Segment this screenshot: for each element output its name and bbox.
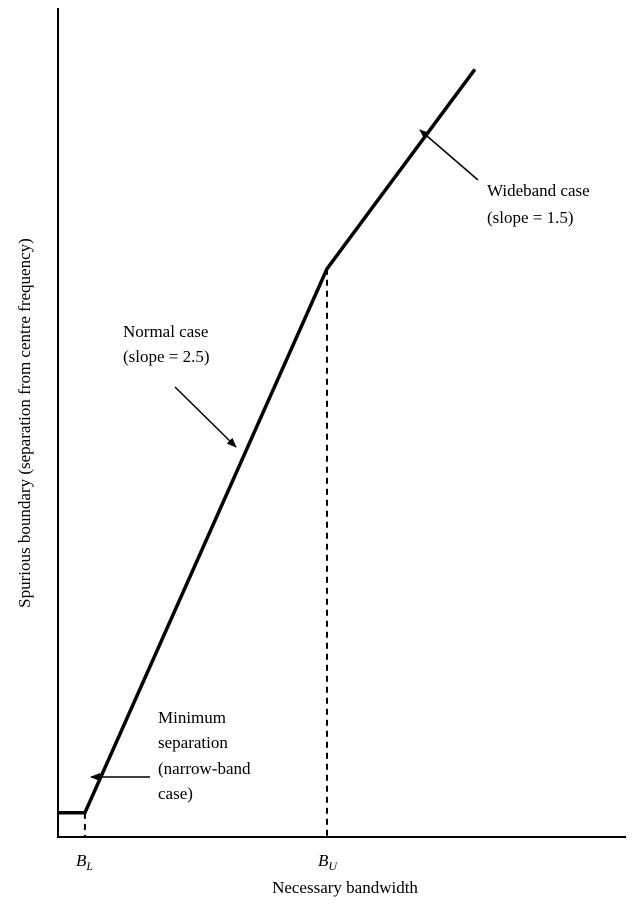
annotation-minimum-line1: Minimum [158,708,226,727]
tick-label-bu: BU [318,851,338,873]
annotation-minimum-line3: (narrow-band [158,759,251,778]
annotation-wideband-line2: (slope = 1.5) [487,208,574,227]
annotation-minimum-line2: separation [158,733,228,752]
annotation-wideband-arrow [419,129,479,181]
y-axis-label: Spurious boundary (separation from centr… [15,238,34,608]
annotation-wideband-line1: Wideband case [487,181,590,200]
annotation-normal-line1: Normal case [123,322,208,341]
spurious-boundary-line [58,68,477,815]
tick-label-bl: BL [76,851,93,873]
annotation-normal-line2: (slope = 2.5) [123,347,210,366]
annotation-minimum-line4: case) [158,784,193,803]
annotation-normal-arrow [174,386,237,448]
x-axis-label: Necessary bandwidth [272,878,418,897]
